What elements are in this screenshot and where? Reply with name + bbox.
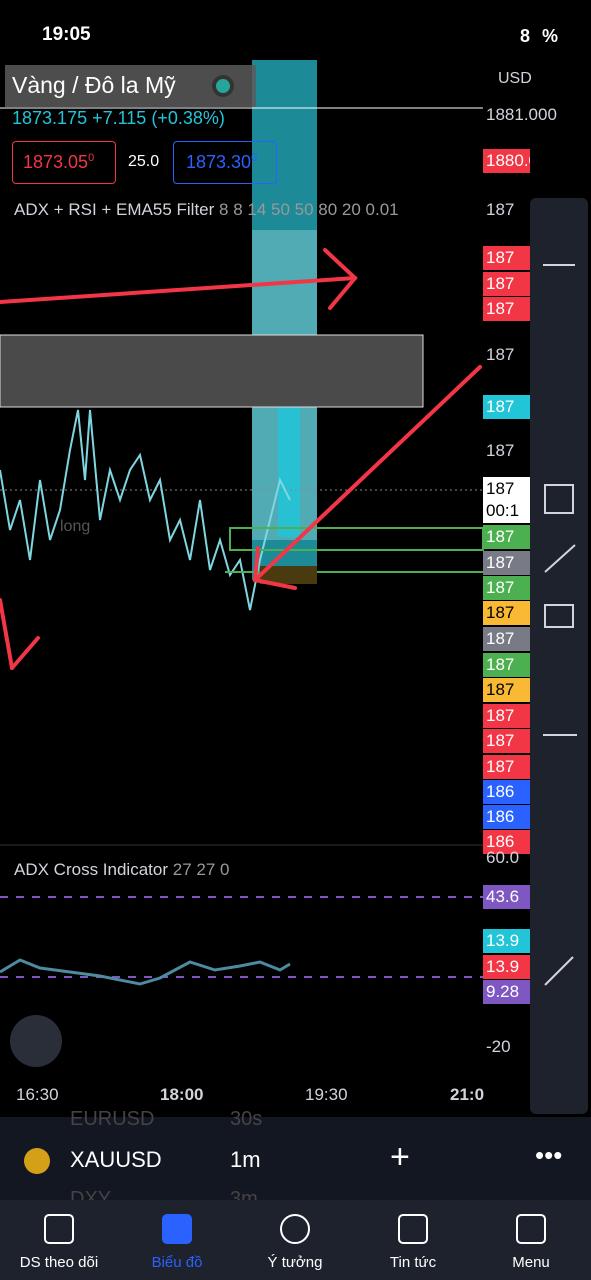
nav-item[interactable]: DS theo dõi: [0, 1200, 118, 1280]
buy-button[interactable]: 1873.300: [173, 141, 277, 184]
chart-drawings: [0, 60, 588, 1114]
status-time: 19:05: [42, 24, 91, 45]
arrow: [253, 365, 482, 582]
nav-item[interactable]: Menu: [472, 1200, 590, 1280]
adx-line: [0, 958, 291, 986]
more-button[interactable]: •••: [535, 1140, 563, 1170]
logo: [10, 1015, 62, 1067]
nav-icon: [516, 1214, 546, 1244]
arrow: [0, 276, 357, 304]
indicator-legend: ADX + RSI + EMA55 Filter 8 8 14 50 50 80…: [14, 200, 399, 220]
symbol-icon: [24, 1148, 50, 1174]
price-label: 187: [483, 678, 530, 702]
price-label: 187: [483, 272, 530, 296]
highlight-zone: [278, 407, 300, 537]
price-label: 187: [483, 551, 530, 575]
nav-label: DS theo dõi: [19, 1254, 99, 1271]
price-label: 187: [483, 729, 530, 753]
toolbar: [530, 198, 588, 1114]
change: +7.115 (+0.38%): [92, 108, 225, 128]
nav-label: Ý tưởng: [267, 1254, 323, 1271]
nav-label: Tin tức: [389, 1254, 437, 1271]
price-label: 187: [483, 755, 530, 779]
indicator-label: -20: [486, 1037, 511, 1056]
time-label: 18:00: [160, 1085, 204, 1104]
price-label: 187: [486, 345, 515, 364]
bottom-bar: [0, 1117, 591, 1200]
rectangle: [0, 334, 424, 408]
indicator-label: 9.28: [483, 980, 530, 1004]
indicator2-legend: ADX Cross Indicator 27 27 0: [14, 860, 229, 880]
price-label: 187: [483, 246, 530, 270]
price-label: 187: [483, 395, 530, 419]
currency[interactable]: USD: [498, 70, 532, 87]
price-label: 186: [483, 780, 530, 804]
indicator-label: 43.6: [483, 885, 530, 909]
nav-label: Biểu đồ: [151, 1254, 203, 1271]
nav-item[interactable]: Tin tức: [354, 1200, 472, 1280]
nav-icon: [162, 1214, 192, 1244]
market-status: [212, 75, 234, 97]
time-label: 21:0: [450, 1085, 485, 1104]
arrow: [0, 598, 14, 670]
indicator2-params: 27 27 0: [172, 860, 230, 879]
indicator-label: 60.0: [486, 848, 520, 867]
price-label: 187: [486, 441, 515, 460]
price: 1873.175: [12, 108, 88, 128]
prev-symbol: EURUSD: [70, 1108, 155, 1130]
indicator2-name: ADX Cross Indicator: [14, 860, 168, 879]
bid: 1873.05: [23, 152, 89, 172]
symbol-name[interactable]: Vàng / Đô la Mỹ: [12, 72, 176, 98]
battery: 8: [520, 26, 531, 46]
price-label: 00:1: [483, 499, 530, 523]
battery-percent: %: [542, 26, 559, 46]
nav-item[interactable]: Biểu đồ: [118, 1200, 236, 1280]
prev-interval: 30s: [230, 1108, 263, 1130]
price-label: 1880.035: [483, 149, 530, 173]
arrow-head: [252, 546, 297, 590]
nav-icon: [280, 1214, 310, 1244]
nav-icon: [44, 1214, 74, 1244]
bid-sup: 0: [88, 152, 95, 164]
ask: 1873.30: [186, 152, 252, 172]
sell-button[interactable]: 1873.050: [12, 141, 116, 184]
price-label: 186: [483, 830, 530, 854]
nav-label: Menu: [512, 1254, 550, 1271]
price-label: 187: [486, 200, 515, 219]
arrow-head: [10, 636, 40, 670]
symbol[interactable]: XAUUSD: [70, 1147, 162, 1172]
interval[interactable]: 1m: [230, 1147, 261, 1172]
time-label: 16:30: [16, 1085, 59, 1104]
price-label: 187: [483, 576, 530, 600]
price-label: 187: [483, 653, 530, 677]
indicator-label: 13.9: [483, 929, 530, 953]
nav-icon: [398, 1214, 428, 1244]
price-label: 187: [483, 601, 530, 625]
nav-item[interactable]: Ý tưởng: [236, 1200, 354, 1280]
indicator-label: 13.9: [483, 955, 530, 979]
ask-sup: 0: [251, 152, 258, 164]
price-label: 187: [483, 297, 530, 321]
arrow-head: [323, 248, 358, 310]
price-label: 187: [483, 477, 530, 501]
last-price: 1873.175 +7.115 (+0.38%): [12, 108, 225, 129]
indicator-params: 8 8 14 50 50 80 20 0.01: [219, 200, 399, 219]
spread: 25.0: [128, 153, 160, 170]
add-button[interactable]: +: [390, 1138, 410, 1176]
price-label: 187: [483, 525, 530, 549]
indicator-name: ADX + RSI + EMA55 Filter: [14, 200, 215, 219]
price-label: 187: [483, 627, 530, 651]
price-label: 187: [483, 704, 530, 728]
price-line-series: [0, 409, 291, 611]
price-label: 1881.000: [486, 105, 557, 124]
price-label: 186: [483, 805, 530, 829]
watermark: long: [60, 518, 91, 535]
time-label: 19:30: [305, 1085, 348, 1104]
box: [260, 566, 317, 584]
